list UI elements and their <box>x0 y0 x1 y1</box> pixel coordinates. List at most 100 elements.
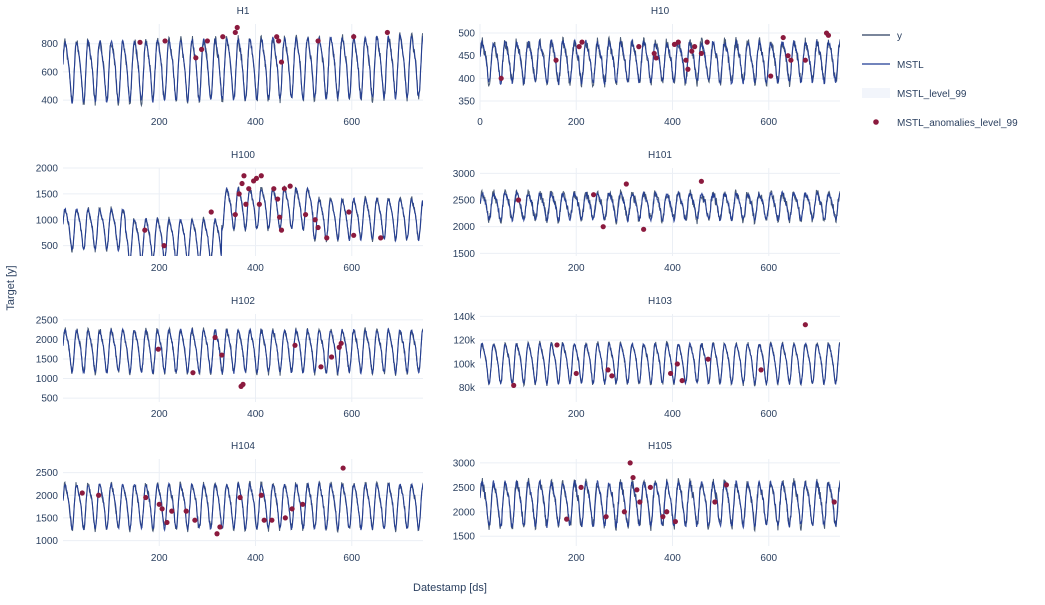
anomaly-point[interactable] <box>212 334 218 341</box>
anomaly-point[interactable] <box>300 501 306 507</box>
anomaly-point[interactable] <box>318 364 324 370</box>
anomaly-point[interactable] <box>287 183 293 189</box>
anomaly-point[interactable] <box>275 196 281 202</box>
anomaly-point[interactable] <box>660 514 666 520</box>
anomaly-point[interactable] <box>236 191 242 197</box>
anomaly-point[interactable] <box>161 243 167 249</box>
anomaly-point[interactable] <box>340 465 346 471</box>
anomaly-point[interactable] <box>239 180 245 187</box>
anomaly-point[interactable] <box>651 50 657 57</box>
anomaly-point[interactable] <box>232 29 238 36</box>
anomaly-point[interactable] <box>246 186 252 192</box>
anomaly-point[interactable] <box>159 506 165 512</box>
anomaly-point[interactable] <box>258 173 264 179</box>
anomaly-point[interactable] <box>162 38 168 44</box>
anomaly-point[interactable] <box>641 226 647 232</box>
anomaly-point[interactable] <box>328 354 335 360</box>
anomaly-point[interactable] <box>689 48 695 54</box>
anomaly-point[interactable] <box>312 217 318 223</box>
legend-item-mstl[interactable]: MSTL <box>862 60 924 71</box>
anomaly-point[interactable] <box>183 508 189 514</box>
anomaly-point[interactable] <box>603 514 609 520</box>
anomaly-point[interactable] <box>712 499 718 505</box>
anomaly-point[interactable] <box>276 38 282 44</box>
anomaly-point[interactable] <box>647 484 653 490</box>
anomaly-point[interactable] <box>351 232 357 238</box>
anomaly-point[interactable] <box>576 44 582 50</box>
anomaly-point[interactable] <box>271 186 277 192</box>
anomaly-point[interactable] <box>156 501 162 507</box>
anomaly-point[interactable] <box>667 370 674 377</box>
anomaly-point[interactable] <box>258 492 264 498</box>
anomaly-point[interactable] <box>600 224 606 230</box>
anomaly-point[interactable] <box>217 524 223 530</box>
anomaly-point[interactable] <box>241 173 247 179</box>
anomaly-point[interactable] <box>704 39 710 45</box>
anomaly-point[interactable] <box>768 73 774 79</box>
anomaly-point[interactable] <box>621 509 627 515</box>
anomaly-point[interactable] <box>698 50 704 57</box>
anomaly-point[interactable] <box>685 66 691 72</box>
anomaly-point[interactable] <box>336 344 342 350</box>
anomaly-point[interactable] <box>269 517 275 523</box>
anomaly-point[interactable] <box>315 224 321 231</box>
anomaly-point[interactable] <box>831 499 837 505</box>
anomaly-point[interactable] <box>204 38 210 44</box>
anomaly-point[interactable] <box>780 34 786 41</box>
anomaly-point[interactable] <box>653 55 659 61</box>
anomaly-point[interactable] <box>155 346 161 352</box>
anomaly-point[interactable] <box>169 508 175 514</box>
anomaly-point[interactable] <box>142 227 148 233</box>
anomaly-point[interactable] <box>630 474 636 481</box>
anomaly-point[interactable] <box>282 515 288 521</box>
anomaly-point[interactable] <box>253 175 260 181</box>
anomaly-point[interactable] <box>137 39 143 45</box>
legend[interactable]: y MSTL MSTL_level_99 MSTL_anomalies_level_9… <box>862 31 1018 129</box>
anomaly-point[interactable] <box>220 34 226 40</box>
anomaly-point[interactable] <box>193 55 199 61</box>
anomaly-point[interactable] <box>274 34 280 40</box>
anomaly-point[interactable] <box>96 492 102 498</box>
anomaly-point[interactable] <box>515 197 522 203</box>
anomaly-point[interactable] <box>802 57 808 63</box>
anomaly-point[interactable] <box>234 24 240 31</box>
anomaly-point[interactable] <box>243 201 249 207</box>
anomaly-point[interactable] <box>609 373 615 379</box>
anomaly-point[interactable] <box>683 57 689 63</box>
anomaly-point[interactable] <box>256 201 262 207</box>
anomaly-point[interactable] <box>498 75 504 81</box>
anomaly-point[interactable] <box>636 44 642 50</box>
anomaly-point[interactable] <box>190 370 196 376</box>
anomaly-point[interactable] <box>723 482 730 488</box>
anomaly-point[interactable] <box>698 178 704 184</box>
anomaly-point[interactable] <box>785 53 791 59</box>
anomaly-point[interactable] <box>346 209 352 215</box>
anomaly-point[interactable] <box>634 487 640 493</box>
legend-item-mstl-level-99[interactable]: MSTL_level_99 <box>862 88 967 100</box>
anomaly-point[interactable] <box>573 370 579 377</box>
anomaly-point[interactable] <box>278 227 285 233</box>
anomaly-point[interactable] <box>315 38 321 44</box>
anomaly-point[interactable] <box>671 41 678 47</box>
anomaly-point[interactable] <box>674 361 680 367</box>
anomaly-point[interactable] <box>276 214 283 220</box>
anomaly-point[interactable] <box>302 211 309 218</box>
anomaly-point[interactable] <box>351 34 357 40</box>
anomaly-point[interactable] <box>261 517 267 523</box>
anomaly-point[interactable] <box>623 181 629 187</box>
anomaly-point[interactable] <box>164 519 170 526</box>
legend-item-y[interactable]: y <box>862 31 902 42</box>
anomaly-point[interactable] <box>378 235 384 241</box>
anomaly-point[interactable] <box>788 57 794 63</box>
anomaly-point[interactable] <box>578 484 584 490</box>
anomaly-point[interactable] <box>605 367 611 373</box>
anomaly-point[interactable] <box>240 381 246 387</box>
anomaly-point[interactable] <box>237 494 243 501</box>
anomaly-point[interactable] <box>199 46 205 52</box>
anomaly-point[interactable] <box>79 490 85 496</box>
legend-item-mstl-anomalies-level-99[interactable]: MSTL_anomalies_level_99 <box>873 118 1018 129</box>
anomaly-point[interactable] <box>219 352 225 358</box>
anomaly-point[interactable] <box>289 506 295 512</box>
anomaly-point[interactable] <box>579 39 585 45</box>
anomaly-point[interactable] <box>564 516 570 522</box>
